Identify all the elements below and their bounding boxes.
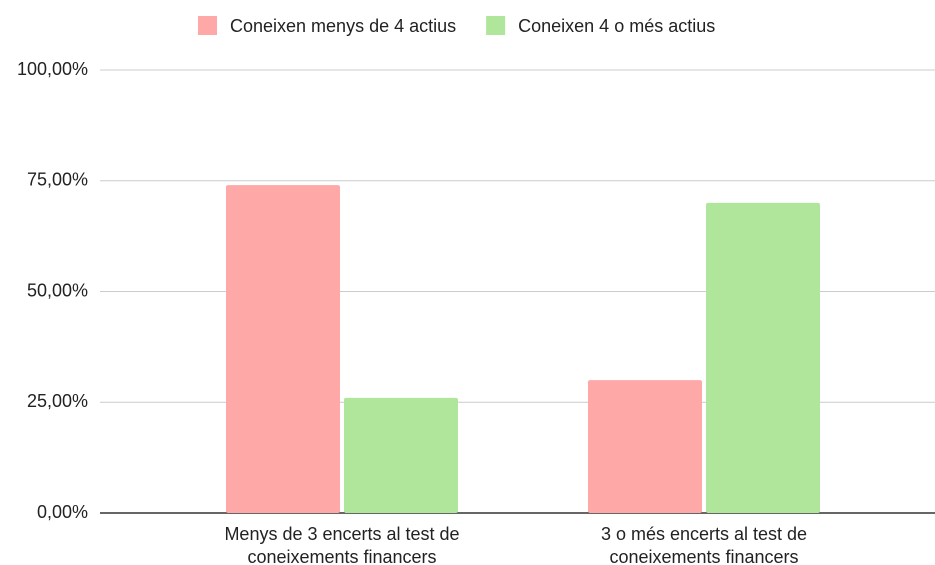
x-tick-label: 3 o més encerts al test de coneixements … — [600, 524, 808, 565]
y-tick-label: 25,00% — [27, 391, 88, 411]
bar — [344, 397, 458, 513]
y-tick-label: 100,00% — [17, 59, 88, 79]
legend-label: Coneixen 4 o més actius — [518, 16, 715, 36]
y-tick-label: 50,00% — [27, 280, 88, 300]
legend-label: Coneixen menys de 4 actius — [230, 16, 456, 36]
bar — [226, 185, 340, 513]
legend-swatch — [486, 16, 506, 35]
legend-swatch — [198, 16, 217, 35]
y-tick-label: 0,00% — [37, 502, 88, 522]
bar — [588, 380, 702, 513]
bar — [706, 202, 820, 513]
x-tick-label: Menys de 3 encerts al test de coneixemen… — [224, 524, 460, 565]
y-tick-label: 75,00% — [27, 170, 88, 190]
